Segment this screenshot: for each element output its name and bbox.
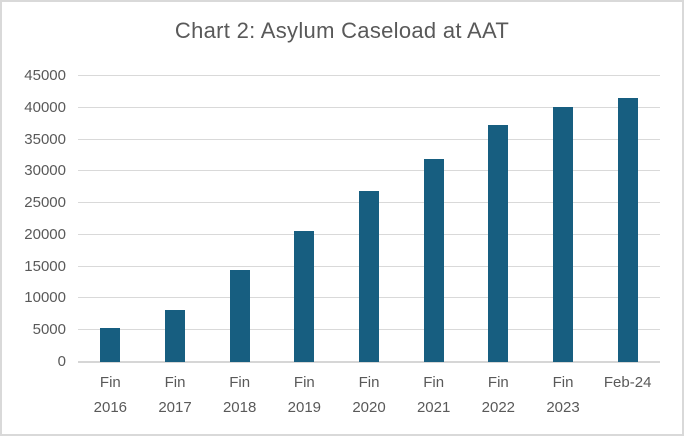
- bar: [100, 327, 121, 362]
- x-axis-tick-label: Fin 2022: [466, 370, 530, 420]
- x-axis-tick-label-line: 2018: [222, 399, 257, 416]
- x-axis-tick-label-line: 2021: [416, 399, 451, 416]
- x-axis-tick-label: Fin 2019: [272, 370, 336, 420]
- x-axis-tick-label-line: Fin: [164, 374, 186, 391]
- y-axis-tick-label: 5000: [32, 321, 66, 339]
- x-axis-tick-label-line: Feb-24: [603, 374, 652, 391]
- x-axis-tick-label-line: Fin: [293, 374, 315, 391]
- x-axis-tick-label: Fin 2016: [78, 370, 142, 420]
- x-axis-line: [78, 361, 660, 363]
- x-axis-tick-label-line: Fin: [358, 374, 380, 391]
- x-axis-tick-label: Fin 2018: [208, 370, 272, 420]
- x-axis-tick-label-line: 2016: [93, 399, 128, 416]
- bar: [553, 107, 573, 362]
- x-axis-tick-label-line: 2020: [352, 399, 386, 416]
- x-axis-tick-label: Fin 2021: [402, 370, 466, 420]
- bar: [423, 158, 444, 362]
- x-axis-tick-label: Fin 2023: [531, 370, 595, 420]
- x-axis-tick-label-line: 2019: [287, 399, 322, 416]
- plot-area: [78, 75, 660, 363]
- y-axis-tick-label: 40000: [24, 98, 66, 116]
- y-axis-tick-label: 20000: [24, 225, 66, 243]
- bar: [229, 270, 250, 362]
- bar: [294, 231, 315, 362]
- bar: [165, 309, 185, 362]
- bar: [617, 97, 638, 362]
- x-axis-tick-label-line: Fin: [229, 374, 251, 391]
- gridline: [78, 75, 660, 76]
- x-axis: Fin 2016 Fin 2017 Fin 2018 Fin 2019 Fin 2020 Fin 20…: [78, 370, 660, 428]
- gridline: [78, 170, 660, 172]
- x-axis-tick-label-line: Fin: [423, 374, 445, 391]
- x-axis-tick-label: Fin 2017: [143, 370, 207, 420]
- x-axis-tick-label-line: Fin: [99, 374, 121, 391]
- y-axis-tick-label: 30000: [24, 162, 66, 180]
- y-axis-tick-label: 0: [57, 353, 66, 370]
- gridline: [78, 138, 660, 140]
- x-axis-tick-label-line: 2022: [481, 399, 516, 416]
- y-axis-tick-label: 15000: [24, 257, 66, 275]
- gridline: [78, 106, 660, 108]
- bar: [488, 124, 509, 362]
- x-axis-tick-label: Feb-24: [596, 370, 660, 395]
- bar: [359, 191, 379, 362]
- x-axis-tick-label-line: 2017: [158, 399, 192, 416]
- x-axis-tick-label-line: Fin: [487, 374, 509, 391]
- x-axis-tick-label-line: 2023: [546, 399, 580, 416]
- y-axis: 0 5000 10000 15000 20000 25000 30000 35000 40000…: [2, 67, 66, 370]
- y-axis-tick-label: 35000: [24, 130, 66, 148]
- y-axis-tick-label: 10000: [24, 289, 66, 307]
- x-axis-tick-label: Fin 2020: [337, 370, 401, 420]
- y-axis-tick-label: 25000: [24, 194, 66, 212]
- x-axis-tick-label-line: Fin: [552, 374, 574, 391]
- y-axis-tick-label: 45000: [24, 67, 66, 84]
- chart-title: Chart 2: Asylum Caseload at AAT: [174, 18, 510, 43]
